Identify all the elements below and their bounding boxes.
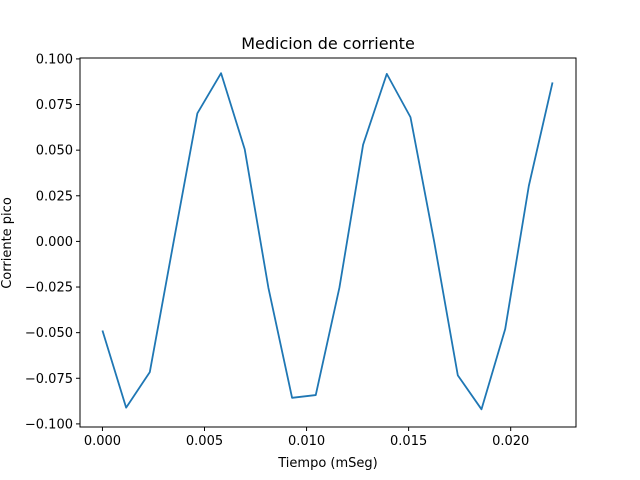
y-tick-label: −0.100 — [25, 417, 73, 432]
x-tick-label: 0.015 — [390, 434, 427, 449]
x-tick-label: 0.010 — [288, 434, 325, 449]
series-layer — [101, 72, 554, 411]
chart-title: Medicion de corriente — [241, 34, 415, 53]
ticks-layer: 0.000 0.005 0.010 0.015 0.020 −0.100 −0.075 −0.… — [25, 52, 529, 449]
x-axis-label: Tiempo (mSeg) — [277, 456, 377, 471]
y-tick-label: 0.000 — [36, 235, 73, 250]
y-tick-label: −0.025 — [25, 281, 73, 296]
x-tick-label: 0.020 — [492, 434, 529, 449]
y-tick-label: 0.100 — [36, 52, 73, 67]
x-tick-label: 0.005 — [186, 434, 223, 449]
y-tick-label: 0.025 — [36, 189, 73, 204]
series-line — [101, 72, 554, 411]
y-axis-label: Corriente pico — [0, 197, 15, 289]
x-tick-label: 0.000 — [84, 434, 121, 449]
y-tick-label: −0.050 — [25, 326, 73, 341]
y-tick-label: 0.050 — [36, 144, 73, 159]
y-tick-label: 0.075 — [36, 98, 73, 113]
plot-frame — [79, 57, 577, 428]
y-tick-label: −0.075 — [25, 372, 73, 387]
